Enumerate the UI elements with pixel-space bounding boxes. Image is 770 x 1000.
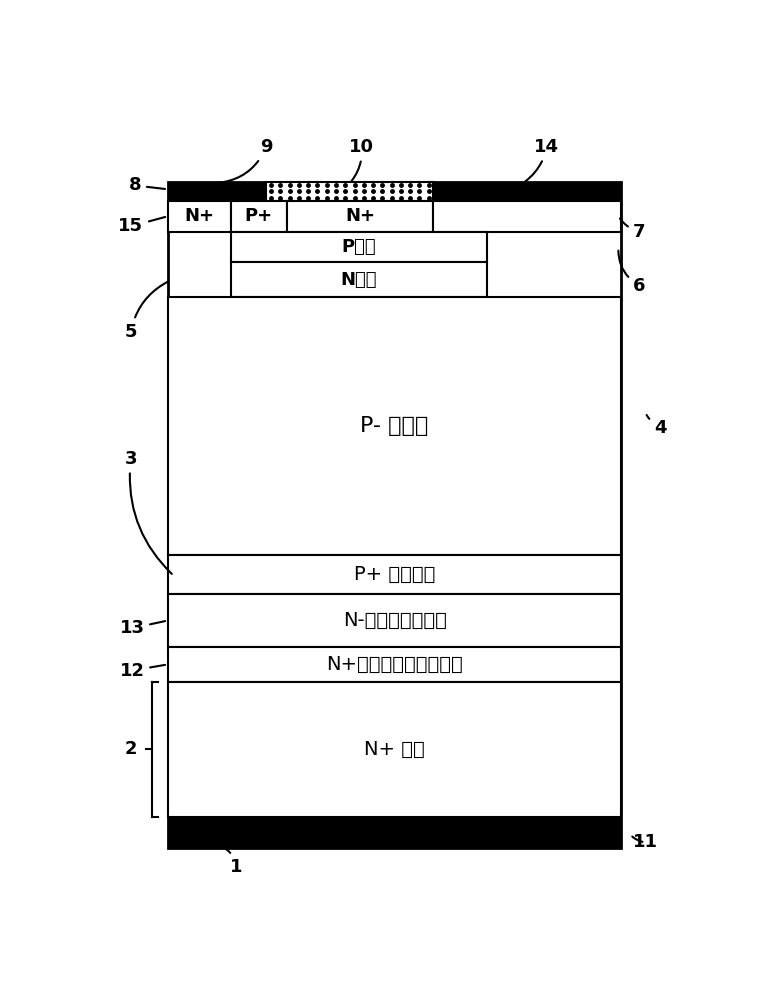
Text: P阱区: P阱区 <box>342 238 376 256</box>
Text: 15: 15 <box>119 217 166 235</box>
Bar <box>168 182 621 848</box>
Bar <box>168 555 621 594</box>
Text: 14: 14 <box>525 138 559 182</box>
Text: 12: 12 <box>119 662 165 680</box>
Bar <box>230 232 487 262</box>
Text: 4: 4 <box>647 415 666 437</box>
Text: N+ 衬底: N+ 衬底 <box>364 740 425 759</box>
Bar <box>168 201 230 232</box>
Text: 9: 9 <box>219 138 273 183</box>
Bar <box>266 182 434 201</box>
Bar <box>230 262 487 297</box>
Text: P+ 场截止层: P+ 场截止层 <box>354 565 435 584</box>
Bar <box>287 201 434 232</box>
Text: N阱区: N阱区 <box>340 271 377 289</box>
Bar <box>434 182 621 201</box>
Text: P+: P+ <box>245 207 273 225</box>
Bar <box>168 297 621 555</box>
Bar <box>168 182 266 201</box>
Bar <box>230 201 287 232</box>
Bar <box>168 647 621 682</box>
Text: N-注入增强缓冲层: N-注入增强缓冲层 <box>343 611 447 630</box>
Text: 13: 13 <box>119 619 165 637</box>
Bar <box>434 201 621 232</box>
Bar <box>168 682 621 817</box>
Text: 11: 11 <box>632 833 658 851</box>
Text: 6: 6 <box>618 251 645 295</box>
Text: 7: 7 <box>620 219 645 241</box>
Bar <box>168 594 621 647</box>
Text: N+衬底缺陷抑制缓冲层: N+衬底缺陷抑制缓冲层 <box>326 655 463 674</box>
Text: 5: 5 <box>125 281 169 341</box>
Text: 3: 3 <box>125 450 172 574</box>
Text: 8: 8 <box>129 176 165 194</box>
Bar <box>168 817 621 848</box>
Text: P- 漂移区: P- 漂移区 <box>360 416 429 436</box>
Text: N+: N+ <box>345 207 375 225</box>
Text: N+: N+ <box>184 207 214 225</box>
Text: 1: 1 <box>216 844 243 876</box>
Text: 10: 10 <box>350 138 374 181</box>
Text: 2: 2 <box>125 740 137 758</box>
